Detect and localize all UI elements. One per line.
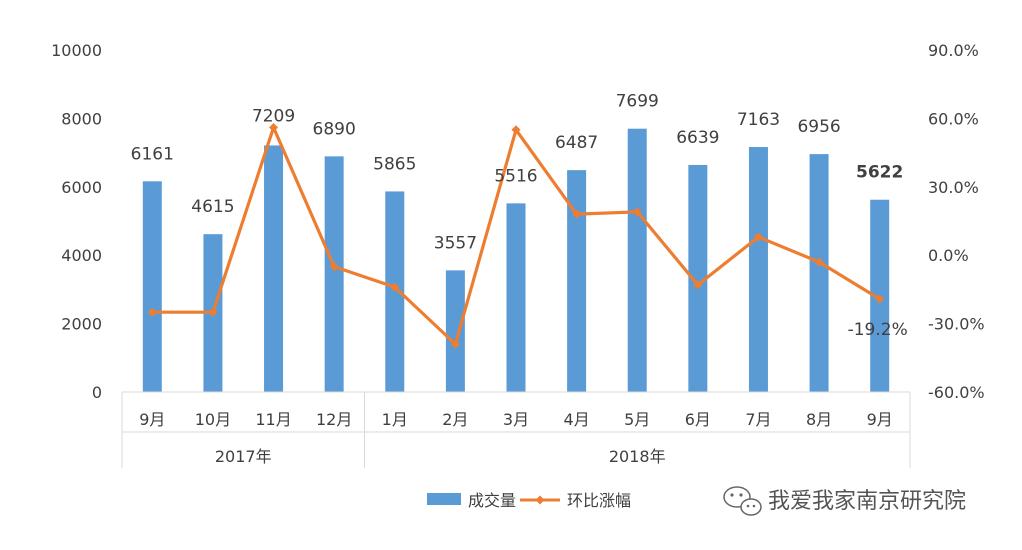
wechat-eye	[730, 493, 734, 497]
legend-label-line: 环比涨幅	[567, 491, 631, 510]
bar-data-label: 4615	[191, 197, 234, 217]
left-axis-tick-label: 0	[92, 383, 102, 402]
bar-data-label: 7699	[616, 92, 659, 112]
bar	[445, 270, 465, 392]
category-tick-label: 3月	[503, 410, 529, 429]
line-series	[147, 123, 885, 349]
line-marker	[390, 282, 400, 292]
line-marker	[572, 209, 582, 219]
bar-data-label: 6161	[131, 144, 174, 164]
bar	[264, 145, 284, 392]
category-tick-label: 7月	[745, 410, 771, 429]
line-marker	[208, 307, 218, 317]
bar	[324, 156, 344, 392]
watermark: 我爱我家南京研究院	[723, 486, 966, 516]
right-axis-tick-label: -60.0%	[928, 383, 985, 402]
right-axis: -60.0% -30.0% 0.0% 30.0% 60.0% 90.0%	[928, 41, 985, 402]
wechat-eye	[752, 504, 756, 508]
bar-data-label: 5622	[856, 163, 903, 183]
right-axis-tick-label: 0.0%	[928, 246, 969, 265]
left-axis-tick-label: 6000	[61, 178, 102, 197]
bar-series	[142, 128, 890, 392]
bar	[809, 154, 829, 392]
line-marker	[450, 339, 460, 349]
line-marker	[753, 232, 763, 242]
line-marker	[875, 294, 885, 304]
legend: 成交量 环比涨幅	[427, 491, 631, 510]
bar-data-label: 6639	[676, 128, 719, 148]
category-tick-label: 4月	[564, 410, 590, 429]
bar	[506, 203, 526, 392]
bar	[688, 164, 708, 392]
right-axis-tick-label: 30.0%	[928, 178, 979, 197]
category-tick-label: 5月	[624, 410, 650, 429]
line-marker	[511, 125, 521, 135]
category-axis: 9月 10月 11月 12月 1月 2月 3月 4月 5月 6月 7月 8月 9月 2017年 2018年	[121, 391, 911, 468]
legend-swatch-marker	[535, 495, 545, 505]
category-tick-label: 11月	[255, 410, 291, 429]
category-tick-label: 9月	[139, 410, 165, 429]
bar-data-label: 5865	[373, 154, 416, 174]
category-tick-label: 12月	[316, 410, 352, 429]
right-axis-tick-label: -30.0%	[928, 315, 985, 334]
bar-data-label: 5516	[494, 166, 537, 186]
line-marker	[329, 262, 339, 272]
line-marker	[693, 280, 703, 290]
left-axis-tick-label: 4000	[61, 246, 102, 265]
right-axis-tick-label: 60.0%	[928, 109, 979, 128]
line-marker	[814, 257, 824, 267]
category-tick-label: 10月	[195, 410, 231, 429]
left-axis-tick-label: 10000	[51, 41, 102, 60]
wechat-bubble-small	[740, 498, 762, 516]
bar	[142, 181, 162, 392]
legend-label-bar: 成交量	[468, 491, 516, 510]
bar-data-label: 7209	[252, 106, 295, 126]
category-tick-label: 6月	[685, 410, 711, 429]
watermark-text: 我爱我家南京研究院	[768, 489, 966, 514]
bar	[627, 128, 647, 392]
bar	[748, 147, 768, 392]
line-marker	[269, 123, 279, 133]
wechat-icon	[723, 486, 762, 516]
wechat-eye	[739, 493, 743, 497]
right-axis-tick-label: 90.0%	[928, 41, 979, 60]
bar	[567, 170, 587, 392]
legend-swatch-bar	[427, 493, 461, 505]
line-marker	[147, 307, 157, 317]
wechat-eye	[746, 504, 750, 508]
category-tick-label: 1月	[382, 410, 408, 429]
category-tick-label: 9月	[867, 410, 893, 429]
left-axis-tick-label: 8000	[61, 109, 102, 128]
data-labels: 6161 4615 7209 6890 5865 3557 5516 6487 7699 6639…	[131, 92, 908, 340]
group-label: 2017年	[215, 447, 272, 466]
bar-data-label: 6890	[313, 119, 356, 139]
group-label: 2018年	[609, 447, 666, 466]
bar-data-label: 3557	[434, 233, 477, 253]
bar	[385, 191, 405, 392]
line-marker	[632, 207, 642, 217]
left-axis-tick-label: 2000	[61, 315, 102, 334]
category-tick-label: 8月	[806, 410, 832, 429]
wechat-bubble-large	[723, 486, 751, 508]
left-axis: 0 2000 4000 6000 8000 10000	[51, 41, 102, 402]
category-tick-label: 2月	[442, 410, 468, 429]
bar-data-label: 7163	[737, 110, 780, 130]
line-data-label: -19.2%	[848, 320, 908, 340]
bar-data-label: 6956	[797, 117, 840, 137]
bar-data-label: 6487	[555, 133, 598, 153]
